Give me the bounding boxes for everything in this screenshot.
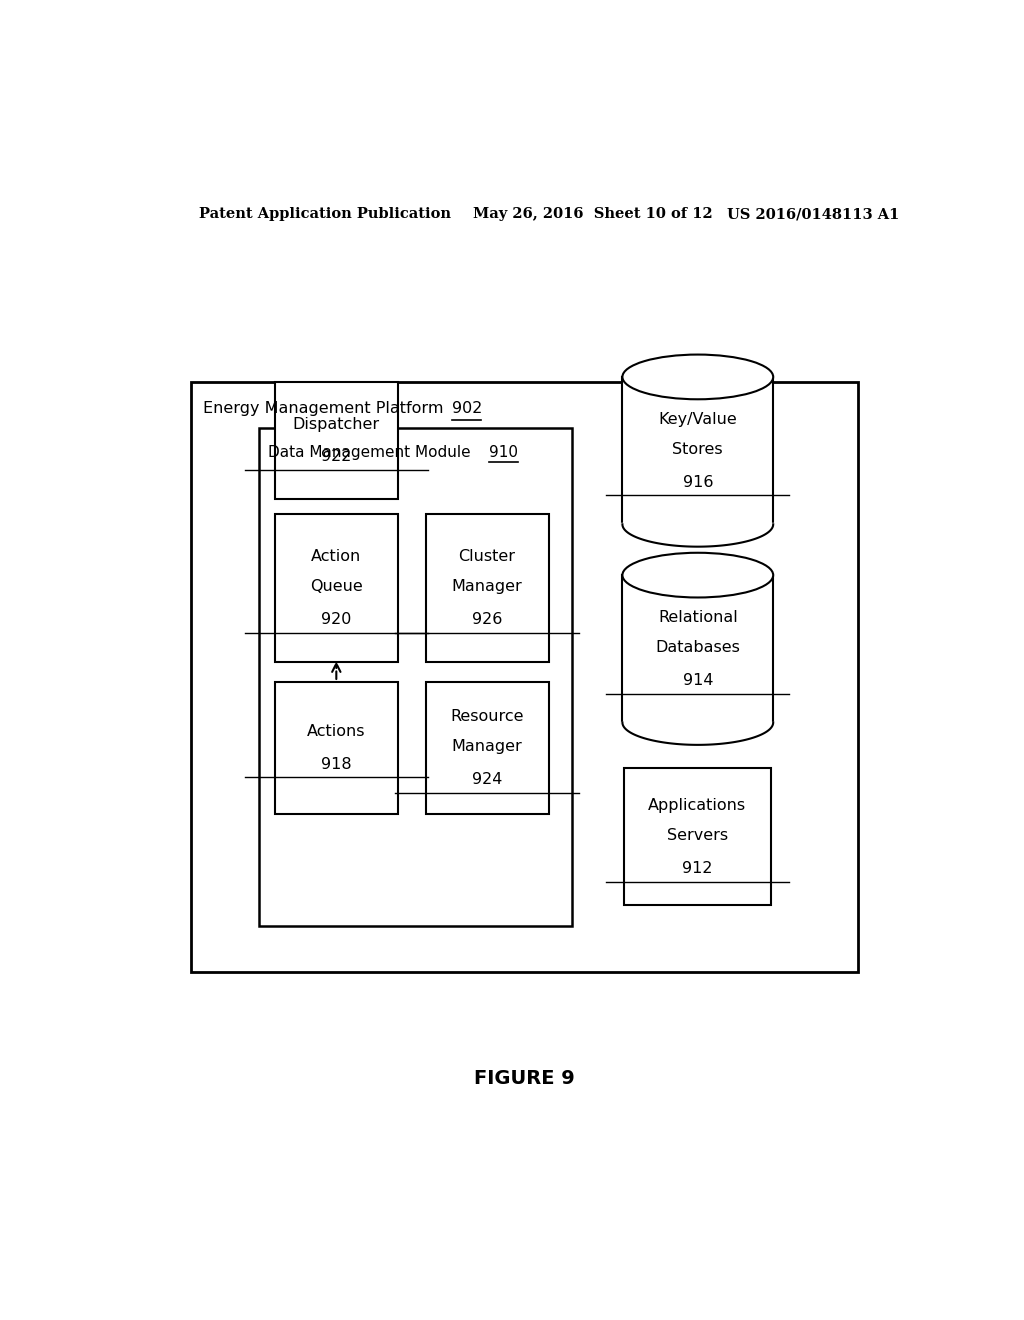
Text: Actions: Actions <box>307 725 366 739</box>
FancyBboxPatch shape <box>623 378 773 524</box>
Text: Databases: Databases <box>655 640 740 655</box>
Text: Manager: Manager <box>452 579 522 594</box>
Text: 926: 926 <box>472 612 503 627</box>
Text: Manager: Manager <box>452 739 522 755</box>
FancyBboxPatch shape <box>623 576 773 722</box>
Text: Action: Action <box>311 549 361 564</box>
Ellipse shape <box>623 553 773 598</box>
FancyBboxPatch shape <box>426 515 549 661</box>
Text: 924: 924 <box>472 772 503 787</box>
Text: 920: 920 <box>322 612 351 627</box>
FancyBboxPatch shape <box>259 428 572 925</box>
Text: Energy Management Platform: Energy Management Platform <box>204 401 449 416</box>
Text: Stores: Stores <box>673 442 723 457</box>
Text: Relational: Relational <box>658 610 737 624</box>
Text: Resource: Resource <box>451 709 524 723</box>
Text: Patent Application Publication: Patent Application Publication <box>200 207 452 222</box>
Text: 918: 918 <box>321 756 351 772</box>
Text: 922: 922 <box>322 449 351 465</box>
Text: 902: 902 <box>452 401 482 416</box>
Text: 912: 912 <box>682 861 713 876</box>
FancyBboxPatch shape <box>274 682 397 814</box>
Text: Cluster: Cluster <box>459 549 516 564</box>
Ellipse shape <box>623 355 773 399</box>
Text: May 26, 2016  Sheet 10 of 12: May 26, 2016 Sheet 10 of 12 <box>473 207 713 222</box>
Text: 914: 914 <box>683 673 713 688</box>
Text: Key/Value: Key/Value <box>658 412 737 426</box>
Text: Queue: Queue <box>310 579 362 594</box>
Text: Applications: Applications <box>648 797 746 813</box>
FancyBboxPatch shape <box>426 682 549 814</box>
FancyBboxPatch shape <box>274 515 397 661</box>
Text: 916: 916 <box>683 475 713 490</box>
FancyBboxPatch shape <box>624 768 771 906</box>
Text: Dispatcher: Dispatcher <box>293 417 380 432</box>
Text: Data Management Module: Data Management Module <box>268 445 476 459</box>
Text: FIGURE 9: FIGURE 9 <box>474 1069 575 1088</box>
Text: US 2016/0148113 A1: US 2016/0148113 A1 <box>727 207 899 222</box>
Text: 910: 910 <box>489 445 518 459</box>
FancyBboxPatch shape <box>191 381 858 972</box>
FancyBboxPatch shape <box>274 381 397 499</box>
Text: Servers: Servers <box>667 829 728 843</box>
